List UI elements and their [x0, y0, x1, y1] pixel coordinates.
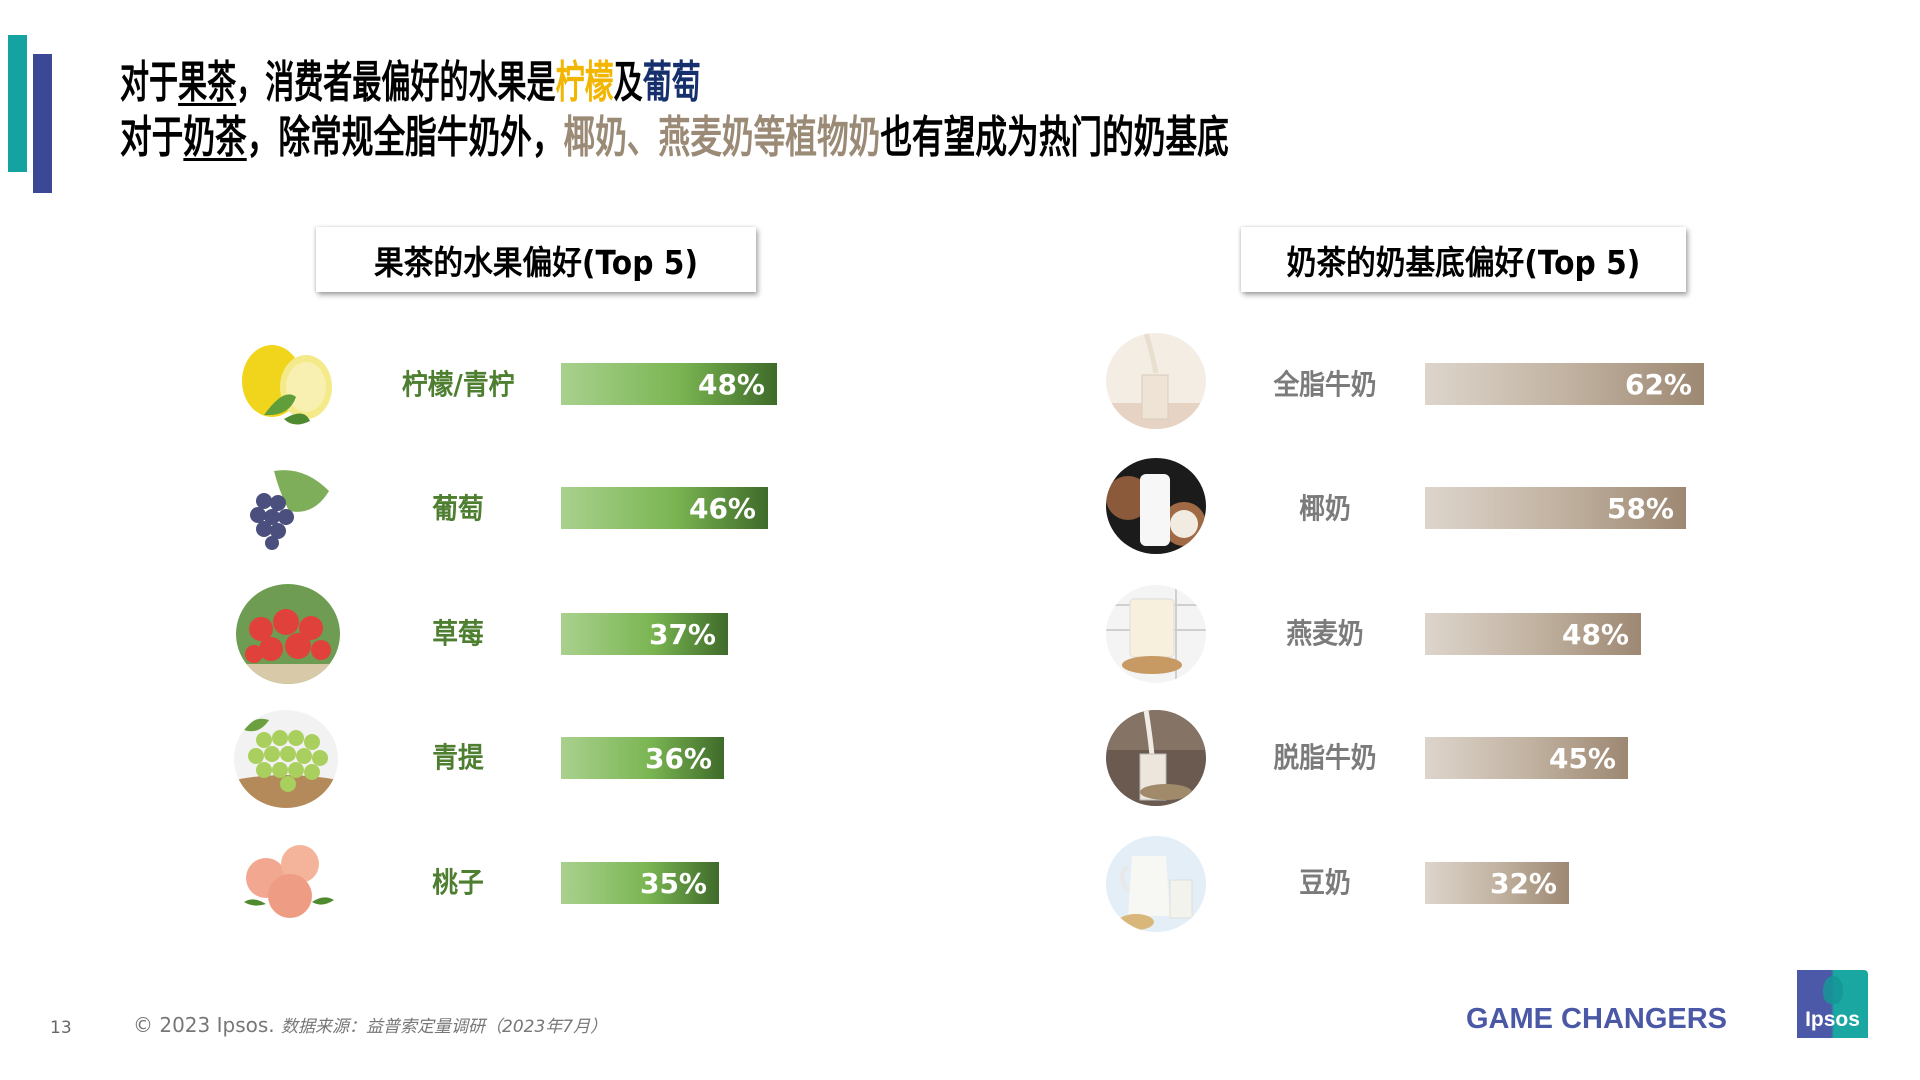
- fruit-preference-title: 果茶的水果偏好(Top 5): [316, 227, 756, 292]
- headline-text: 及: [613, 57, 643, 108]
- headline-fruit-tea: 果茶: [178, 57, 237, 108]
- skim-milk-image: [1106, 710, 1206, 806]
- bar-value: 32%: [1489, 866, 1557, 900]
- milk-label: 脱脂牛奶: [1225, 738, 1425, 778]
- headline-plant-milk-highlight: 椰奶、燕麦奶等植物奶: [563, 112, 881, 163]
- headline-text: ，除常规全脂牛奶外，: [246, 112, 564, 163]
- soy-milk-image: [1106, 836, 1206, 932]
- label-text: 草莓: [432, 617, 484, 650]
- milk-label: 椰奶: [1225, 489, 1425, 529]
- milk-label: 燕麦奶: [1225, 614, 1425, 654]
- head-silhouette-icon: [1823, 976, 1843, 1004]
- accent-bar-blue: [33, 54, 52, 193]
- brand-tagline: GAME CHANGERS: [1466, 1003, 1728, 1035]
- fruit-label: 桃子: [358, 863, 558, 903]
- page-number: 13: [50, 1018, 72, 1038]
- bar-value: 45%: [1548, 741, 1616, 775]
- peach-image: [234, 834, 338, 930]
- panel-title-text: 果茶的水果偏好(Top 5): [373, 242, 699, 282]
- label-text: 葡萄: [432, 492, 484, 525]
- headline-line-2: 对于奶茶，除常规全脂牛奶外，椰奶、燕麦奶等植物奶也有望成为热门的奶基底: [120, 113, 1229, 163]
- milk-bar-whole-milk: 62%: [1425, 363, 1704, 405]
- logo-text: Ipsos: [1805, 1008, 1860, 1031]
- label-text: 脱脂牛奶: [1273, 741, 1377, 774]
- coconut-milk-image: [1106, 458, 1206, 554]
- bar-value: 35%: [639, 866, 707, 900]
- label-text: 全脂牛奶: [1273, 368, 1377, 401]
- accent-bar-teal: [8, 35, 27, 172]
- strawberry-image: [236, 584, 340, 684]
- headline-grape-highlight: 葡萄: [642, 57, 701, 108]
- headline-text: 对于: [120, 112, 184, 163]
- whole-milk-image: [1106, 333, 1206, 429]
- fruit-label: 草莓: [358, 614, 558, 654]
- label-text: 椰奶: [1299, 492, 1351, 525]
- milk-label: 豆奶: [1225, 863, 1425, 903]
- milk-bar-oat-milk: 48%: [1425, 613, 1641, 655]
- milk-bar-skim-milk: 45%: [1425, 737, 1628, 779]
- label-text: 燕麦奶: [1286, 617, 1364, 650]
- data-source-text: 数据来源：益普索定量调研（2023年7月）: [281, 1017, 608, 1037]
- bar-value: 46%: [688, 491, 756, 525]
- bar-value: 62%: [1624, 367, 1692, 401]
- milk-base-preference-title: 奶茶的奶基底偏好(Top 5): [1241, 227, 1686, 292]
- ipsos-logo: Ipsos: [1797, 970, 1868, 1038]
- bar-value: 58%: [1606, 491, 1674, 525]
- milk-label: 全脂牛奶: [1225, 365, 1425, 405]
- fruit-bar-strawberry: 37%: [561, 613, 728, 655]
- label-text: 青提: [432, 741, 484, 774]
- headline-line-1: 对于果茶，消费者最偏好的水果是柠檬及葡萄: [120, 58, 701, 108]
- fruit-bar-green-grape: 36%: [561, 737, 724, 779]
- headline-text: 也有望成为热门的奶基底: [880, 112, 1229, 163]
- fruit-bar-peach: 35%: [561, 862, 719, 904]
- fruit-label: 青提: [358, 738, 558, 778]
- milk-bar-coconut-milk: 58%: [1425, 487, 1686, 529]
- panel-title-text: 奶茶的奶基底偏好(Top 5): [1286, 242, 1641, 282]
- milk-bar-soy-milk: 32%: [1425, 862, 1569, 904]
- bar-value: 36%: [644, 741, 712, 775]
- green-grape-image: [234, 710, 338, 808]
- grape-image: [234, 461, 338, 557]
- headline-text: ，消费者最偏好的水果是: [236, 57, 556, 108]
- label-text: 豆奶: [1299, 866, 1351, 899]
- fruit-label: 柠檬/青柠: [358, 365, 558, 405]
- bar-value: 48%: [697, 367, 765, 401]
- bar-value: 48%: [1561, 617, 1629, 651]
- label-text: 桃子: [432, 866, 484, 899]
- headline-text: 对于: [120, 57, 179, 108]
- fruit-bar-grape: 46%: [561, 487, 768, 529]
- bar-value: 37%: [648, 617, 716, 651]
- label-text: 柠檬/青柠: [401, 368, 515, 401]
- fruit-bar-lemon: 48%: [561, 363, 777, 405]
- headline-lemon-highlight: 柠檬: [555, 57, 614, 108]
- lemon-image: [234, 337, 338, 433]
- copyright-text: © 2023 Ipsos.: [133, 1013, 275, 1037]
- headline-milk-tea: 奶茶: [183, 112, 247, 163]
- footer-source: © 2023 Ipsos. 数据来源：益普索定量调研（2023年7月）: [133, 1012, 607, 1037]
- fruit-label: 葡萄: [358, 489, 558, 529]
- oat-milk-image: [1106, 585, 1206, 683]
